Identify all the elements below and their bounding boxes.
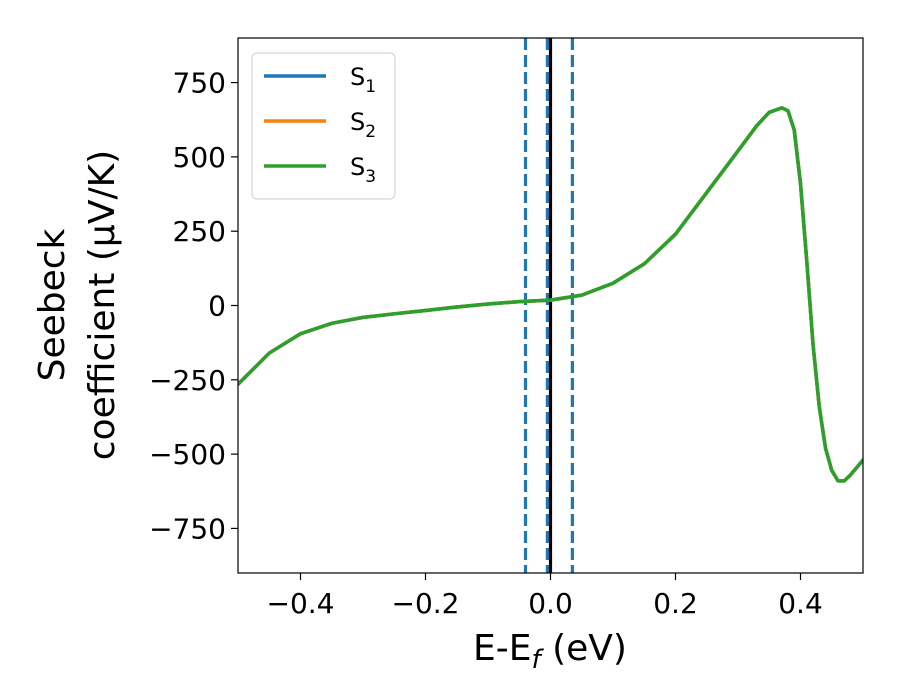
y-tick-label: −250	[149, 364, 226, 397]
legend-box	[251, 52, 396, 200]
vertical-reference-lines	[523, 38, 574, 573]
x-tick-label: −0.4	[267, 587, 335, 620]
series-lines	[238, 106, 863, 483]
legend: S1 S2 S3	[251, 52, 396, 200]
x-tick-label: 0.2	[653, 587, 698, 620]
y-tick-label: 250	[173, 215, 226, 248]
y-tick-label: −500	[149, 438, 226, 471]
y-axis-label-line2: coefficient (μV/K)	[82, 150, 123, 460]
y-tick-label: 750	[173, 67, 226, 100]
x-tick-label: −0.2	[392, 587, 460, 620]
y-tick-label: −750	[149, 512, 226, 545]
x-axis-ticks: −0.4 −0.2 0.0 0.2 0.4	[267, 573, 823, 620]
y-tick-label: 0	[208, 290, 226, 323]
x-tick-label: 0.0	[528, 587, 573, 620]
x-axis-label-unit: (eV)	[541, 628, 627, 669]
y-tick-label: 500	[173, 141, 226, 174]
legend-label-s2: S2	[350, 108, 376, 142]
y-axis-label: Seebeck coefficient (μV/K)	[32, 150, 123, 460]
x-tick-label: 0.4	[778, 587, 823, 620]
legend-label-s3: S3	[350, 153, 376, 187]
legend-label-s1: S1	[350, 63, 376, 97]
series-line-s3	[238, 106, 863, 483]
x-axis-label: E-Ef (eV)	[473, 628, 627, 675]
y-axis-label-line1: Seebeck	[32, 228, 73, 381]
y-axis-ticks: 750 500 250 0 −250 −500 −750	[149, 67, 238, 545]
